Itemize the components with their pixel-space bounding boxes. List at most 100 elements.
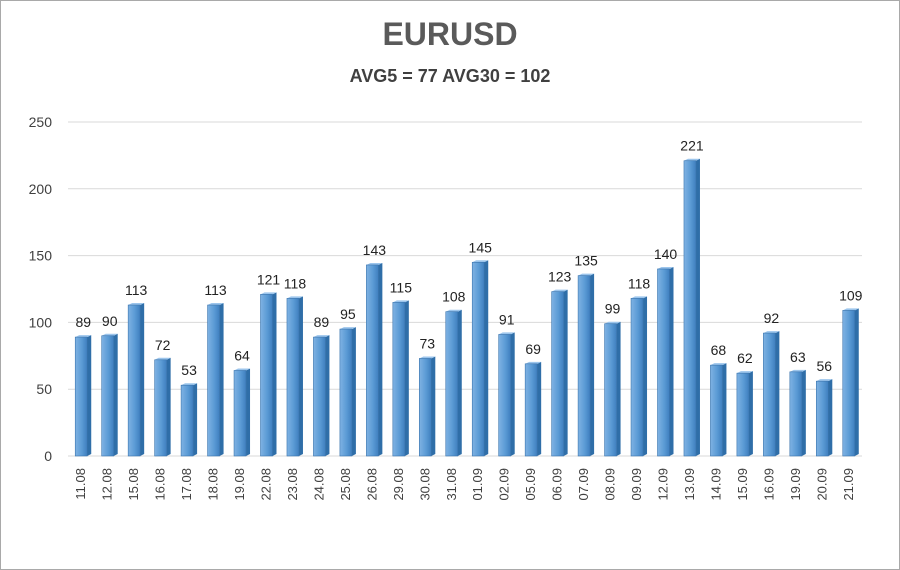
bar-top (683, 158, 700, 161)
bar-top (260, 292, 277, 295)
bar-front (763, 332, 776, 457)
bar-front (710, 364, 723, 457)
bar-side (775, 331, 780, 456)
bar-front (418, 358, 432, 457)
data-label: 91 (499, 311, 515, 327)
bar (577, 273, 595, 457)
y-tick-label: 150 (29, 248, 53, 264)
data-label: 113 (125, 282, 148, 298)
bar-front (736, 372, 750, 457)
bar (392, 300, 409, 457)
bar-side (457, 309, 462, 456)
bar-side (801, 369, 806, 456)
bar-front (101, 335, 114, 457)
bar-top (631, 296, 648, 299)
bar-top (392, 300, 409, 303)
data-label: 135 (574, 253, 598, 269)
bar (207, 303, 224, 457)
x-tick-label: 01.09 (470, 468, 485, 501)
bar-side (140, 303, 145, 456)
x-tick-label: 19.08 (232, 468, 247, 501)
data-label: 95 (340, 306, 356, 322)
bar-front (313, 336, 326, 457)
bar (842, 308, 859, 457)
x-tick-label: 17.08 (179, 468, 194, 501)
bar-front (524, 363, 538, 457)
bar-front (604, 323, 617, 457)
bar-side (537, 361, 542, 456)
bar-top (763, 331, 780, 334)
bar-side (510, 332, 515, 456)
bar-top (419, 356, 436, 359)
bar (180, 383, 198, 457)
bar-side (87, 335, 92, 456)
bar-front (471, 261, 485, 457)
bar (683, 158, 700, 457)
bar-top (710, 363, 727, 366)
bar-front (683, 160, 697, 457)
x-tick-label: 12.09 (656, 468, 671, 501)
bar-front (577, 275, 591, 457)
data-label: 62 (737, 350, 753, 366)
bar-top (366, 262, 383, 265)
x-tick-label: 16.08 (153, 468, 168, 501)
data-label: 118 (284, 275, 307, 291)
data-label: 64 (234, 347, 250, 363)
bar (286, 296, 303, 457)
bar-side (643, 296, 648, 456)
bar-top (154, 357, 171, 360)
data-label: 221 (680, 138, 704, 154)
x-tick-label: 06.09 (550, 468, 565, 501)
bar (657, 266, 674, 457)
bar (418, 356, 436, 457)
bar-front (127, 304, 141, 457)
data-label: 99 (605, 301, 621, 317)
bar-top (657, 266, 674, 269)
data-label: 68 (711, 342, 727, 358)
data-label: 92 (764, 310, 780, 326)
bar-top (75, 335, 92, 338)
x-tick-label: 12.08 (100, 468, 115, 501)
bar-front (630, 298, 644, 457)
bar (154, 357, 171, 457)
data-label: 63 (790, 349, 806, 365)
bar-top (234, 368, 251, 371)
data-label: 143 (363, 242, 387, 258)
x-tick-label: 22.08 (259, 468, 274, 501)
data-label: 118 (628, 275, 651, 291)
bar-side (272, 292, 277, 456)
x-tick-label: 29.08 (391, 468, 406, 501)
bar-front (842, 310, 856, 457)
bar (445, 309, 462, 457)
bar (233, 368, 251, 457)
data-label: 140 (654, 246, 678, 262)
data-label: 113 (204, 282, 227, 298)
x-tick-label: 16.09 (761, 468, 776, 501)
y-tick-label: 50 (36, 381, 52, 397)
y-tick-label: 200 (29, 181, 53, 197)
data-label: 123 (548, 269, 572, 285)
bar (710, 363, 727, 457)
bar-top (816, 379, 833, 382)
x-tick-label: 09.09 (629, 468, 644, 501)
data-label: 69 (525, 341, 541, 357)
bar-top (842, 308, 859, 311)
data-label: 121 (257, 271, 281, 287)
bar-side (246, 368, 251, 456)
bar (789, 369, 806, 457)
bar-top (498, 332, 515, 335)
bar (524, 361, 542, 457)
bar-side (695, 158, 700, 456)
data-label: 145 (469, 239, 493, 255)
bar-front (366, 264, 379, 457)
x-tick-label: 26.08 (364, 468, 379, 501)
bar-side (166, 357, 171, 456)
bar-side (193, 383, 198, 456)
bar (471, 260, 489, 457)
bar (630, 296, 648, 457)
bar-side (748, 371, 753, 456)
chart-title: EURUSD (382, 16, 518, 52)
bar-side (298, 296, 303, 456)
y-tick-label: 0 (44, 448, 52, 464)
